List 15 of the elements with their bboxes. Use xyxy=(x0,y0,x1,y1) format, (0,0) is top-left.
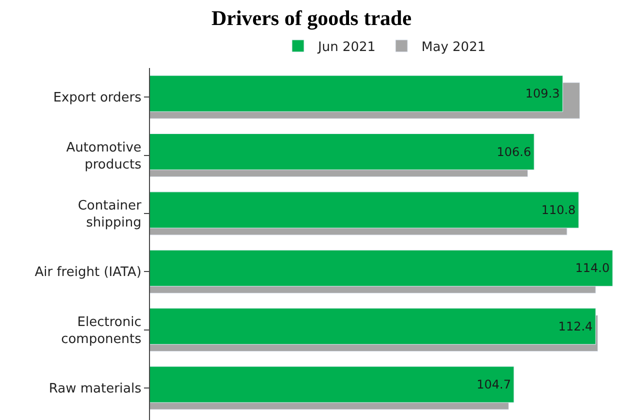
legend-label: Jun 2021 xyxy=(317,40,376,55)
y-tick-label: Container shipping xyxy=(78,198,142,230)
chart-title: Drivers of goods trade xyxy=(211,6,412,30)
data-label: 110.8 xyxy=(541,202,576,217)
y-tick-label: Raw materials xyxy=(48,382,142,397)
data-label: 109.3 xyxy=(525,86,560,101)
data-label: 106.6 xyxy=(496,144,532,159)
legend-label: May 2021 xyxy=(422,40,486,55)
data-label: 104.7 xyxy=(476,378,511,392)
y-tick-label: Electronic components xyxy=(61,314,142,347)
y-tick-label: Air freight (IATA) xyxy=(34,265,142,280)
data-label: 114.0 xyxy=(575,261,610,276)
y-tick-label: Export orders xyxy=(53,90,142,106)
y-tick-label: Automotive products xyxy=(66,140,142,172)
data-label: 112.4 xyxy=(558,319,593,334)
